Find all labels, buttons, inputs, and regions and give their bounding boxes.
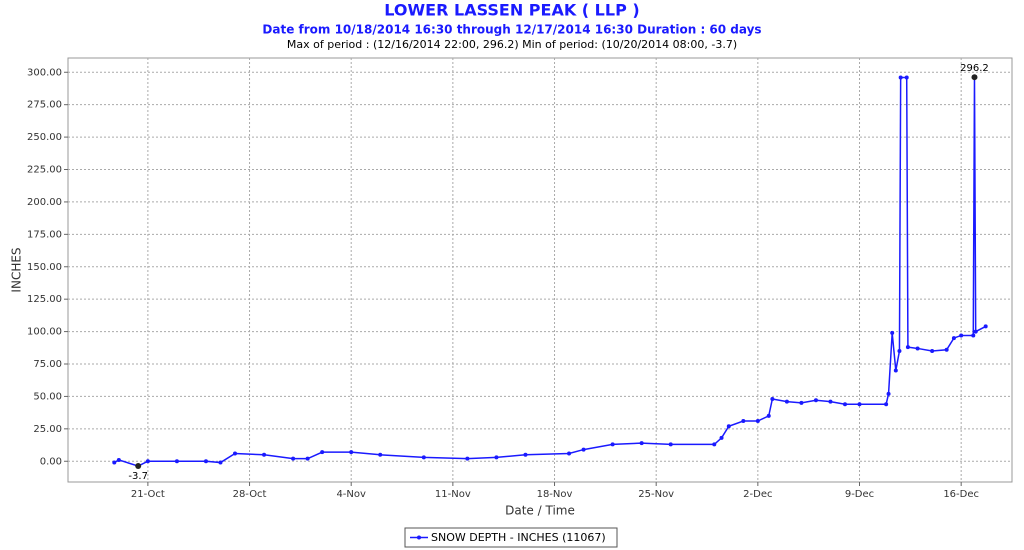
y-tick-label: 125.00	[27, 294, 62, 305]
data-point	[799, 400, 804, 405]
data-point	[494, 455, 499, 460]
x-tick-label: 25-Nov	[638, 489, 674, 500]
x-tick-label: 4-Nov	[336, 489, 366, 500]
x-tick-label: 2-Dec	[743, 489, 772, 500]
x-tick-label: 21-Oct	[131, 489, 165, 500]
data-point	[567, 451, 572, 456]
y-tick-label: 150.00	[27, 262, 62, 273]
data-point	[378, 452, 383, 457]
x-axis-label: Date / Time	[505, 504, 575, 518]
data-point	[421, 455, 426, 460]
data-point	[218, 460, 223, 465]
data-point	[784, 399, 789, 404]
chart-title: LOWER LASSEN PEAK ( LLP )	[384, 1, 639, 20]
y-tick-label: 100.00	[27, 327, 62, 338]
data-point	[886, 391, 891, 396]
data-point	[639, 441, 644, 446]
data-point	[983, 324, 988, 329]
extreme-label: -3.7	[128, 471, 148, 482]
data-point	[203, 459, 208, 464]
data-point	[770, 397, 775, 402]
extreme-point	[971, 74, 978, 81]
data-point	[581, 447, 586, 452]
y-tick-label: 275.00	[27, 100, 62, 111]
x-tick-label: 18-Nov	[537, 489, 573, 500]
data-point	[465, 456, 470, 461]
data-point	[904, 75, 909, 80]
y-tick-label: 75.00	[33, 359, 62, 370]
y-tick-label: 25.00	[33, 424, 62, 435]
y-tick-label: 225.00	[27, 165, 62, 176]
data-point	[726, 424, 731, 429]
data-point	[905, 345, 910, 350]
data-point	[915, 346, 920, 351]
data-point	[951, 336, 956, 341]
x-tick-label: 16-Dec	[943, 489, 979, 500]
legend-box	[404, 527, 618, 548]
legend-marker	[417, 535, 421, 540]
y-axis-label: INCHES	[10, 247, 24, 292]
y-tick-label: 200.00	[27, 197, 62, 208]
data-point	[262, 452, 267, 457]
data-point	[813, 398, 818, 403]
data-point	[755, 419, 760, 424]
y-tick-label: 175.00	[27, 229, 62, 240]
data-point	[944, 347, 949, 352]
plot-area	[67, 57, 1013, 483]
y-tick-label: 50.00	[33, 391, 62, 402]
data-point	[291, 456, 296, 461]
x-tick-label: 28-Oct	[233, 489, 267, 500]
data-point	[610, 442, 615, 447]
legend-label: SNOW DEPTH - INCHES (11067)	[431, 531, 606, 544]
data-point	[349, 450, 354, 455]
data-point	[668, 442, 673, 447]
data-point	[893, 368, 898, 373]
data-point	[828, 399, 833, 404]
y-tick-label: 0.00	[40, 456, 62, 467]
x-tick-label: 11-Nov	[435, 489, 471, 500]
data-point	[145, 459, 150, 464]
data-point	[971, 333, 976, 338]
data-point	[842, 402, 847, 407]
data-point	[884, 402, 889, 407]
extreme-label: 296.2	[960, 63, 989, 74]
data-point	[712, 442, 717, 447]
chart-subtitle: Date from 10/18/2014 16:30 through 12/17…	[262, 23, 761, 37]
data-point	[233, 451, 238, 456]
data-point	[719, 435, 724, 440]
data-point	[766, 413, 771, 418]
data-point	[973, 329, 978, 334]
period-note: Max of period : (12/16/2014 22:00, 296.2…	[287, 38, 737, 51]
data-point	[116, 457, 121, 462]
data-point	[959, 333, 964, 338]
data-point	[930, 349, 935, 354]
extreme-point	[135, 463, 142, 470]
data-point	[174, 459, 179, 464]
data-point	[320, 450, 325, 455]
y-tick-label: 250.00	[27, 132, 62, 143]
x-tick-label: 9-Dec	[845, 489, 874, 500]
data-point	[305, 456, 310, 461]
data-point	[857, 402, 862, 407]
data-point	[890, 330, 895, 335]
y-tick-label: 300.00	[27, 67, 62, 78]
data-point	[112, 460, 117, 465]
data-point	[523, 452, 528, 457]
data-point	[741, 419, 746, 424]
data-point	[898, 75, 903, 80]
data-point	[897, 349, 902, 354]
legend: SNOW DEPTH - INCHES (11067)	[404, 527, 618, 548]
